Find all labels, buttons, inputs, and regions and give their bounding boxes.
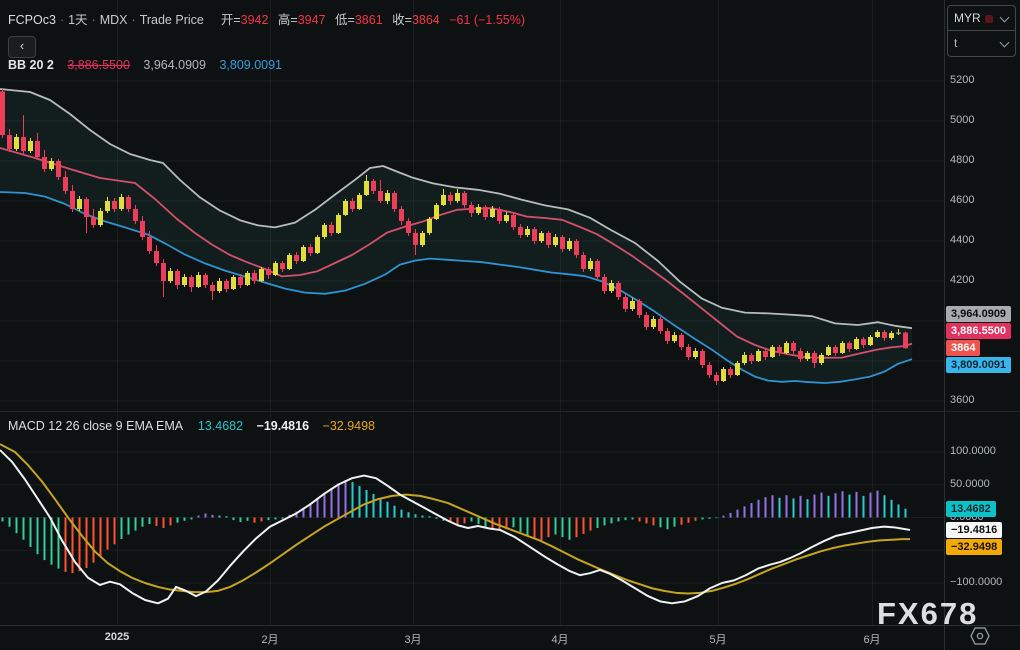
macd-axis-tick: 50.0000: [950, 478, 990, 490]
macd-legend[interactable]: MACD 12 26 close 9 EMA EMA 13.4682 −19.4…: [8, 419, 375, 433]
currency-dropdown[interactable]: MYR: [948, 6, 1015, 30]
bb-basis-value: 3,886.5500: [67, 58, 130, 72]
macd-pane-layer: [0, 444, 910, 603]
macd-hist-badge: 13.4682: [946, 501, 996, 517]
price-axis-tick: 3600: [950, 394, 974, 406]
chart-canvas[interactable]: [0, 0, 1020, 650]
exchange-label: MDX: [100, 13, 128, 27]
unit-value: t: [954, 36, 957, 50]
price-axis-tick: 5200: [950, 74, 974, 86]
symbol-name[interactable]: FCPOc3: [8, 13, 56, 27]
bb-lower-value: 3,809.0091: [219, 58, 282, 72]
high-label: 高=: [278, 13, 298, 27]
macd-signal-value: −32.9498: [323, 419, 375, 433]
bb-upper-badge: 3,964.0909: [946, 306, 1011, 322]
price-axis-tick: 4800: [950, 154, 974, 166]
fx678-watermark: FX678: [877, 596, 978, 632]
close-label: 收=: [392, 13, 412, 27]
last-price-badge: 3864: [946, 340, 980, 356]
time-axis-label[interactable]: 2月: [261, 631, 278, 647]
macd-signal-badge: −32.9498: [946, 539, 1002, 555]
unit-dropdown[interactable]: t: [948, 30, 1015, 55]
series-type-label: Trade Price: [140, 13, 204, 27]
time-axis-label[interactable]: 5月: [709, 631, 726, 647]
time-axis-label[interactable]: 4月: [551, 631, 568, 647]
chevron-left-icon: ‹: [20, 38, 24, 53]
bollinger-fill: [0, 89, 912, 383]
change-value: −61 (−1.55%): [449, 13, 525, 27]
collapse-legend-button[interactable]: ‹: [8, 36, 36, 58]
bb-label: BB 20 2: [8, 58, 54, 72]
bb-upper-value: 3,964.0909: [143, 58, 206, 72]
bb-lower-badge: 3,809.0091: [946, 357, 1011, 373]
symbol-legend: FCPOc3·1天·MDX·Trade Price 开=3942 高=3947 …: [8, 9, 525, 28]
macd-axis-tick: −100.0000: [950, 576, 1002, 588]
currency-value: MYR: [954, 11, 981, 25]
bb-legend[interactable]: BB 20 2 3,886.5500 3,964.0909 3,809.0091: [8, 58, 282, 72]
currency-flag-dot: [985, 15, 993, 23]
chevron-down-icon: [1000, 13, 1010, 23]
price-axis-tick: 4400: [950, 234, 974, 246]
time-axis-label[interactable]: 2025: [105, 631, 129, 643]
low-label: 低=: [335, 13, 355, 27]
close-value: 3864: [412, 13, 440, 27]
grid-layer: [0, 0, 944, 625]
price-axis-tick: 4200: [950, 274, 974, 286]
price-pane-layer: [0, 89, 912, 383]
open-value: 3942: [241, 13, 269, 27]
macd-label: MACD 12 26 close 9 EMA EMA: [8, 419, 182, 433]
macd-hist-value: 13.4682: [198, 419, 243, 433]
time-axis-label[interactable]: 6月: [863, 631, 880, 647]
high-value: 3947: [298, 13, 326, 27]
macd-axis-tick: 100.0000: [950, 445, 996, 457]
open-label: 开=: [221, 13, 241, 27]
interval-label[interactable]: 1天: [68, 13, 87, 27]
macd-line-badge: −19.4816: [946, 522, 1002, 538]
trading-chart-app: FCPOc3·1天·MDX·Trade Price 开=3942 高=3947 …: [0, 0, 1020, 650]
low-value: 3861: [355, 13, 383, 27]
price-axis-tick: 5000: [950, 114, 974, 126]
price-axis-tick: 4600: [950, 194, 974, 206]
scale-settings-box: MYR t: [947, 5, 1016, 57]
macd-line-value: −19.4816: [257, 419, 309, 433]
bb-basis-badge: 3,886.5500: [946, 323, 1011, 339]
chevron-down-icon: [1000, 38, 1010, 48]
time-axis-label[interactable]: 3月: [404, 631, 421, 647]
